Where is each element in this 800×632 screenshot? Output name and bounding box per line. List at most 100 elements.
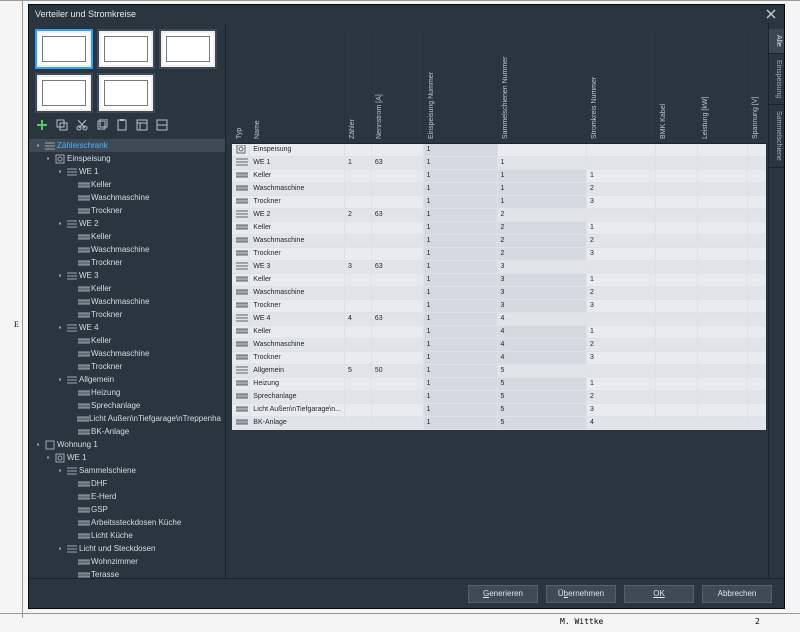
titlebar[interactable]: Verteiler und Stromkreise (29, 5, 784, 23)
cell[interactable]: 63 (371, 208, 423, 221)
paste-button[interactable] (115, 118, 129, 132)
cell[interactable] (586, 156, 655, 169)
cell[interactable] (371, 234, 423, 247)
cell[interactable] (698, 286, 747, 299)
cell[interactable] (656, 260, 698, 273)
tree-row[interactable]: Trockner (29, 360, 225, 373)
table-row[interactable]: Trockner12331,5 mm²B16/0,03A1LSFI (232, 247, 766, 260)
cell[interactable] (344, 377, 371, 390)
cell[interactable]: Keller (250, 169, 345, 182)
cell[interactable]: WE 1 (250, 156, 345, 169)
expand-toggle[interactable]: ▪ (55, 217, 65, 230)
cancel-button[interactable]: Abbrechen (702, 585, 772, 603)
cell[interactable]: Allgemein (250, 364, 345, 377)
cell[interactable]: 50 (371, 364, 423, 377)
cell[interactable]: Keller (250, 273, 345, 286)
cell[interactable]: 1 (423, 182, 497, 195)
tree-row[interactable]: Waschmaschine (29, 347, 225, 360)
cell[interactable]: 2 (497, 208, 586, 221)
cell[interactable]: 1 (586, 377, 655, 390)
tree-row[interactable]: ▪WE 1 (29, 451, 225, 464)
tree-row[interactable]: Terasse (29, 568, 225, 578)
cell[interactable]: 5 (497, 390, 586, 403)
cell[interactable]: 3 (497, 260, 586, 273)
cell[interactable] (747, 364, 766, 377)
cell[interactable]: 1 (423, 208, 497, 221)
cell[interactable]: 4 (497, 338, 586, 351)
cell[interactable] (656, 208, 698, 221)
generate-button[interactable]: Generieren (468, 585, 538, 603)
tree-row[interactable]: Waschmaschine (29, 243, 225, 256)
cell[interactable] (344, 221, 371, 234)
tree-row[interactable]: GSP (29, 503, 225, 516)
cell[interactable] (371, 169, 423, 182)
expand-toggle[interactable]: ▪ (33, 438, 43, 451)
tree-row[interactable]: ▪Allgemein (29, 373, 225, 386)
cell[interactable]: 2 (586, 234, 655, 247)
cell[interactable] (656, 351, 698, 364)
col-header[interactable]: Leistung [kW] (698, 29, 747, 143)
cell[interactable] (344, 182, 371, 195)
circuit-grid[interactable]: TypNameZählerNennstrom [A]Einspeisung Nu… (232, 29, 766, 430)
cell[interactable]: Trockner (250, 247, 345, 260)
tree-row[interactable]: Waschmaschine (29, 295, 225, 308)
cell[interactable]: 3 (586, 403, 655, 416)
cell[interactable] (656, 221, 698, 234)
cell[interactable]: 3 (586, 247, 655, 260)
cell[interactable]: 1 (423, 247, 497, 260)
cell[interactable] (698, 143, 747, 156)
cell[interactable] (747, 260, 766, 273)
cell[interactable]: 1 (423, 169, 497, 182)
cell[interactable] (586, 364, 655, 377)
cell[interactable] (656, 312, 698, 325)
cell[interactable] (698, 156, 747, 169)
cell[interactable]: 1 (423, 325, 497, 338)
expand-toggle[interactable]: ▪ (33, 139, 43, 152)
cell[interactable]: Trockner (250, 351, 345, 364)
col-header[interactable]: Zähler (344, 29, 371, 143)
cell[interactable]: 5 (497, 416, 586, 429)
cell[interactable] (344, 403, 371, 416)
cell[interactable]: 1 (423, 403, 497, 416)
cell[interactable] (656, 299, 698, 312)
cell[interactable]: 4 (497, 312, 586, 325)
cell[interactable] (698, 234, 747, 247)
cell[interactable]: 1 (344, 156, 371, 169)
cell[interactable]: Einspeisung (250, 143, 345, 156)
expand-toggle[interactable]: ▪ (55, 165, 65, 178)
cell[interactable] (747, 247, 766, 260)
cell[interactable]: WE 2 (250, 208, 345, 221)
tree-row[interactable]: DHF (29, 477, 225, 490)
cut-button[interactable] (75, 118, 89, 132)
expand-toggle[interactable]: ▪ (55, 321, 65, 334)
col-header[interactable]: Stromkreis Nummer (586, 29, 655, 143)
cell[interactable] (344, 390, 371, 403)
cell[interactable] (747, 312, 766, 325)
cell[interactable] (656, 234, 698, 247)
cell[interactable] (747, 273, 766, 286)
cell[interactable] (586, 143, 655, 156)
table-row[interactable]: WE 336313516 mm²B63SLS (232, 260, 766, 273)
cell[interactable] (698, 390, 747, 403)
cell[interactable]: 2 (586, 390, 655, 403)
cell[interactable] (344, 247, 371, 260)
cell[interactable] (344, 169, 371, 182)
cell[interactable]: Licht Außen\nTiefgarage\n... (250, 403, 345, 416)
tree-row[interactable]: Trockner (29, 204, 225, 217)
cell[interactable]: 4 (586, 416, 655, 429)
cell[interactable] (698, 364, 747, 377)
cell[interactable] (698, 416, 747, 429)
cell[interactable]: 1 (423, 377, 497, 390)
cell[interactable] (344, 234, 371, 247)
cell[interactable] (698, 260, 747, 273)
cell[interactable] (656, 338, 698, 351)
cell[interactable] (698, 273, 747, 286)
cell[interactable] (371, 403, 423, 416)
cell[interactable]: 5 (344, 364, 371, 377)
cell[interactable] (698, 221, 747, 234)
cell[interactable]: Sprechanlage (250, 390, 345, 403)
cell[interactable] (656, 416, 698, 429)
col-header[interactable]: Spannung [V] (747, 29, 766, 143)
cell[interactable]: 1 (586, 273, 655, 286)
cell[interactable]: 1 (423, 312, 497, 325)
